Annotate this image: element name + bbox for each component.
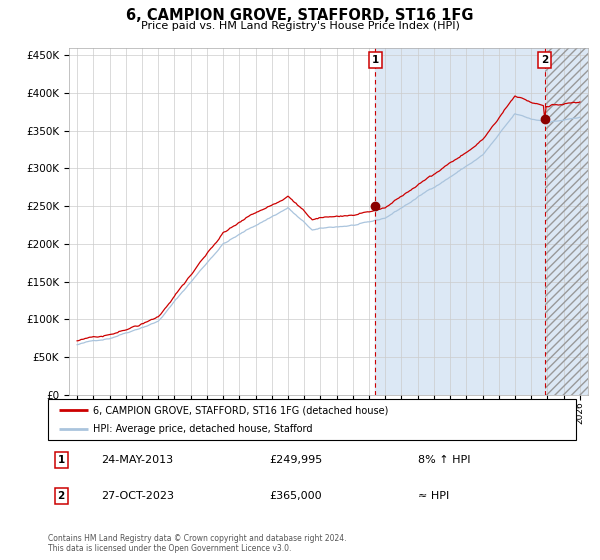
Text: 2: 2	[541, 55, 548, 65]
Text: £365,000: £365,000	[270, 491, 322, 501]
Text: 6, CAMPION GROVE, STAFFORD, ST16 1FG: 6, CAMPION GROVE, STAFFORD, ST16 1FG	[126, 8, 474, 23]
Bar	[545, 48, 588, 395]
Text: 24-MAY-2013: 24-MAY-2013	[101, 455, 173, 465]
Text: 27-OCT-2023: 27-OCT-2023	[101, 491, 174, 501]
FancyBboxPatch shape	[48, 399, 576, 440]
Text: 2: 2	[58, 491, 65, 501]
Text: HPI: Average price, detached house, Stafford: HPI: Average price, detached house, Staf…	[93, 424, 313, 433]
Text: ≈ HPI: ≈ HPI	[418, 491, 449, 501]
Text: 1: 1	[58, 455, 65, 465]
Text: 6, CAMPION GROVE, STAFFORD, ST16 1FG (detached house): 6, CAMPION GROVE, STAFFORD, ST16 1FG (de…	[93, 405, 388, 415]
Text: Price paid vs. HM Land Registry's House Price Index (HPI): Price paid vs. HM Land Registry's House …	[140, 21, 460, 31]
Text: £249,995: £249,995	[270, 455, 323, 465]
Text: 1: 1	[371, 55, 379, 65]
Text: 8% ↑ HPI: 8% ↑ HPI	[418, 455, 470, 465]
Text: Contains HM Land Registry data © Crown copyright and database right 2024.
This d: Contains HM Land Registry data © Crown c…	[48, 534, 347, 553]
Bar	[375, 48, 588, 395]
